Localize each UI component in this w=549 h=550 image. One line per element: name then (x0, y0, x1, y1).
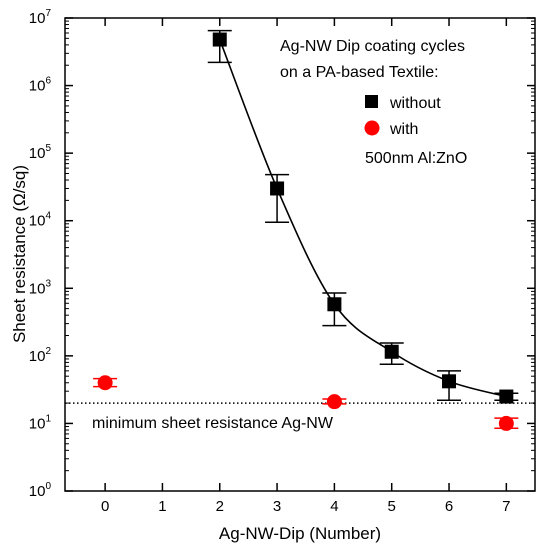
y-axis-title: Sheet resistance (Ω/sq) (10, 165, 29, 343)
legend-title-line-2: on a PA-based Textile: (280, 64, 439, 81)
x-tick-label: 3 (273, 498, 281, 515)
data-point-without (212, 32, 227, 47)
x-axis-title: Ag-NW-Dip (Number) (219, 524, 381, 543)
data-point-without (442, 374, 457, 389)
data-point-without (270, 181, 285, 196)
y-tick-label: 102 (29, 346, 52, 365)
fit-curve-without (219, 39, 507, 398)
data-point-with (326, 394, 342, 410)
data-point-without (327, 297, 342, 312)
reference-line-label: minimum sheet resistance Ag-NW (92, 415, 334, 432)
y-tick-label: 107 (29, 8, 52, 27)
x-tick-label: 0 (101, 498, 109, 515)
y-tick-label: 104 (29, 211, 52, 230)
x-tick-label: 2 (216, 498, 224, 515)
y-tick-label: 106 (29, 76, 52, 95)
x-tick-label: 7 (502, 498, 510, 515)
data-point-with (97, 375, 113, 391)
x-axis-ticks: 0 1 2 3 4 5 6 7 (101, 18, 511, 515)
legend-marker-without (365, 95, 378, 108)
legend: Ag-NW Dip coating cycles on a PA-based T… (280, 38, 467, 167)
legend-label-without: without (389, 95, 441, 112)
y-tick-label: 103 (29, 278, 52, 297)
legend-title-line-1: Ag-NW Dip coating cycles (280, 38, 465, 55)
x-tick-label: 5 (388, 498, 396, 515)
y-tick-label: 105 (29, 143, 52, 162)
y-axis-ticks: 100 101 102 103 104 105 106 107 (29, 8, 535, 500)
legend-extra-label: 500nm Al:ZnO (365, 150, 467, 167)
legend-marker-with (364, 120, 380, 136)
x-tick-label: 1 (158, 498, 166, 515)
x-tick-label: 6 (445, 498, 453, 515)
x-tick-label: 4 (330, 498, 338, 515)
data-point-without (499, 389, 514, 404)
y-tick-label: 100 (29, 481, 52, 500)
data-marks (93, 29, 519, 431)
plot-frame (64, 17, 536, 492)
data-point-with (498, 415, 514, 431)
legend-label-with: with (389, 121, 418, 138)
y-tick-label: 101 (29, 413, 52, 432)
data-point-without (384, 344, 399, 359)
